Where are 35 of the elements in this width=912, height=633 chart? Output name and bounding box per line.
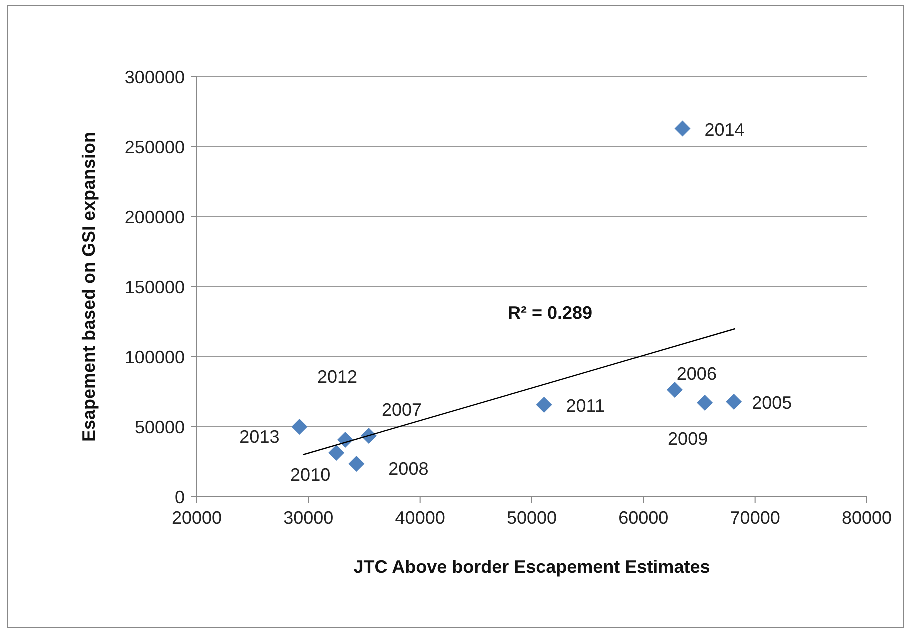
point: [348, 456, 365, 472]
annotation: R² = 0.289: [508, 303, 593, 323]
x-tick-label: 80000: [842, 508, 892, 528]
y-axis-title: Esapement based on GSI expansion: [79, 132, 99, 442]
x-tick-label: 70000: [730, 508, 780, 528]
x-axis-title: JTC Above border Escapement Estimates: [354, 557, 710, 577]
y-tick-label: 0: [174, 487, 185, 508]
x-tick-label: 30000: [284, 508, 334, 528]
annotation: 2006: [676, 364, 717, 384]
y-tick-label: 300000: [124, 67, 185, 88]
point: [697, 395, 714, 412]
annotation: 2012: [317, 367, 358, 388]
x-tick-label: 40000: [395, 508, 446, 528]
annotation: 2008: [388, 458, 429, 479]
annotation: 2007: [382, 400, 422, 420]
point: [536, 397, 552, 414]
point: [328, 445, 345, 462]
y-tick-label: 100000: [124, 347, 185, 368]
y-tick-label: 150000: [124, 277, 185, 298]
annotation: 2013: [240, 427, 280, 447]
y-tick-label: 50000: [134, 417, 185, 438]
annotation: 2005: [752, 392, 792, 413]
point: [726, 394, 742, 410]
annotation: 2011: [566, 396, 605, 416]
annotation: 2014: [704, 120, 745, 140]
x-tick-label: 20000: [172, 508, 222, 528]
x-tick-label: 50000: [506, 508, 558, 528]
y-tick-label: 200000: [124, 207, 185, 228]
point: [666, 382, 683, 398]
y-tick-label: 250000: [124, 137, 185, 158]
point: [292, 419, 308, 435]
annotation: 2010: [290, 465, 331, 486]
annotation: 2009: [668, 429, 708, 450]
x-tick-label: 60000: [618, 508, 669, 528]
point: [674, 120, 691, 137]
